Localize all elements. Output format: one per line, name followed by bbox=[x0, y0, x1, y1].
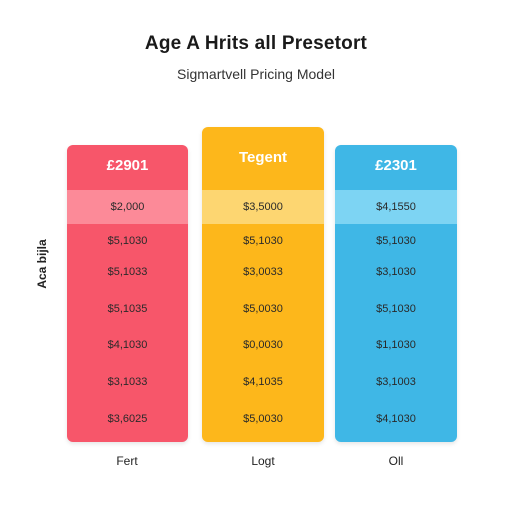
pricing-column-2: Tegent $3,5000 $5,1030 $3,0033 $5,0030 $… bbox=[202, 127, 324, 442]
price-cell: $4,1035 bbox=[243, 376, 283, 388]
price-cell: $4,1030 bbox=[107, 339, 148, 351]
column-header: £2301 bbox=[375, 157, 417, 174]
price-cell: $5,1030 bbox=[376, 235, 416, 247]
highlight-band bbox=[335, 190, 457, 224]
page-title: Age A Hrits all Presetort bbox=[144, 33, 368, 54]
side-axis-label: Aca bijla bbox=[35, 239, 49, 289]
pricing-column-3: £2301 $4,1550 $5,1030 $3,1030 $5,1030 $1… bbox=[335, 145, 457, 442]
price-cell: $5,1033 bbox=[107, 266, 148, 278]
price-cell: $0,0030 bbox=[243, 339, 283, 351]
price-cell: $5,1035 bbox=[107, 303, 148, 315]
price-cell: $1,1030 bbox=[376, 339, 416, 351]
price-cell: $5,0030 bbox=[243, 303, 283, 315]
page-subtitle: Sigmartvell Pricing Model bbox=[177, 66, 335, 82]
price-cell: $3,1003 bbox=[376, 376, 416, 388]
price-cell: $5,1030 bbox=[243, 235, 283, 247]
price-cell: $5,0030 bbox=[243, 413, 283, 425]
price-cell: $3,1030 bbox=[376, 266, 416, 278]
price-cell: $5,1030 bbox=[107, 235, 148, 247]
price-cell: $4,1030 bbox=[376, 413, 416, 425]
highlight-band bbox=[67, 190, 188, 224]
price-cell: $3,0033 bbox=[243, 266, 283, 278]
column-header: £2901 bbox=[106, 157, 149, 174]
column-footer-label: Fert bbox=[116, 454, 138, 468]
column-footer-label: Logt bbox=[251, 454, 275, 468]
price-cell: $3,6025 bbox=[107, 413, 148, 425]
pricing-column-1: £2901 $2,000 $5,1030 $5,1033 $5,1035 $4,… bbox=[67, 145, 188, 442]
price-cell: $5,1030 bbox=[376, 303, 416, 315]
price-cell: $4,1550 bbox=[376, 201, 416, 213]
column-footer-label: Oll bbox=[388, 454, 404, 468]
price-cell: $2,000 bbox=[110, 201, 145, 213]
price-cell: $3,1033 bbox=[107, 376, 148, 388]
highlight-band bbox=[202, 190, 324, 224]
price-cell: $3,5000 bbox=[243, 201, 283, 213]
column-header: Tegent bbox=[238, 149, 288, 166]
